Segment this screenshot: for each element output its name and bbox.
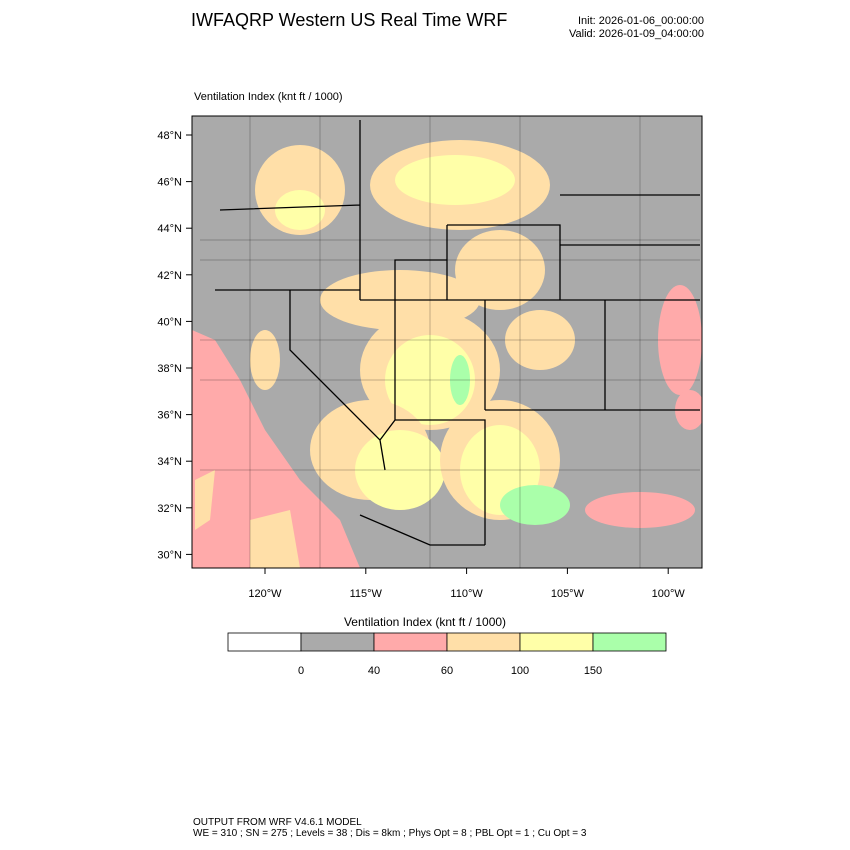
colorbar: 0 40 60 100 150 xyxy=(227,632,667,677)
lat-tick-label: 34°N xyxy=(157,456,182,468)
lat-axis: 48°N 46°N 44°N 42°N 40°N 38°N 36°N 34°N 32°N 30°N xyxy=(157,130,192,561)
colorbar-bin xyxy=(519,632,594,652)
lon-tick-label: 105°W xyxy=(551,588,585,600)
colorbar-label: 40 xyxy=(368,665,380,677)
lat-tick-label: 38°N xyxy=(157,363,182,375)
lon-axis: 120°W 115°W 110°W 105°W 100°W xyxy=(248,568,685,600)
lat-tick-label: 32°N xyxy=(157,503,182,515)
lat-tick-label: 30°N xyxy=(157,549,182,561)
lon-tick-label: 120°W xyxy=(248,588,282,600)
colorbar-title: Ventilation Index (knt ft / 1000) xyxy=(343,615,507,629)
lat-tick-label: 44°N xyxy=(157,223,182,235)
lon-tick-label: 110°W xyxy=(450,588,483,600)
valid-time: Valid: 2026-01-09_04:00:00 xyxy=(569,28,704,40)
colorbar-bin xyxy=(300,632,375,652)
colorbar-label: 60 xyxy=(441,665,453,677)
lat-tick-label: 40°N xyxy=(157,316,182,328)
colorbar-label: 0 xyxy=(298,665,304,677)
lat-tick-label: 42°N xyxy=(157,270,182,282)
colorbar-bin xyxy=(592,632,667,652)
colorbar-bin xyxy=(373,632,448,652)
model-info-line1: OUTPUT FROM WRF V4.6.1 MODEL xyxy=(193,817,362,828)
ventilation-field xyxy=(192,116,702,568)
field-label: Ventilation Index (knt ft / 1000) xyxy=(194,91,343,103)
plot-title: IWFAQRP Western US Real Time WRF xyxy=(191,10,508,30)
model-info-line2: WE = 310 ; SN = 275 ; Levels = 38 ; Dis … xyxy=(193,828,587,839)
lat-tick-label: 36°N xyxy=(157,410,182,422)
lon-tick-label: 100°W xyxy=(652,588,686,600)
colorbar-label: 100 xyxy=(511,665,529,677)
lat-tick-label: 48°N xyxy=(157,130,182,142)
lat-tick-label: 46°N xyxy=(157,177,182,189)
map-frame xyxy=(191,115,703,569)
init-time: Init: 2026-01-06_00:00:00 xyxy=(578,15,704,27)
colorbar-bin xyxy=(227,632,302,652)
colorbar-bin xyxy=(446,632,521,652)
lon-tick-label: 115°W xyxy=(350,588,383,600)
colorbar-label: 150 xyxy=(584,665,602,677)
